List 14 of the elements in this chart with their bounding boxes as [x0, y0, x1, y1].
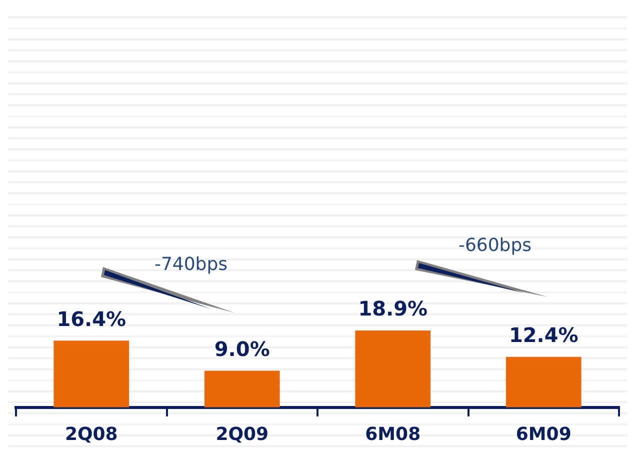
data-label: 9.0%	[214, 336, 270, 361]
x-tick-label: 6M09	[516, 424, 572, 445]
data-label: 18.9%	[358, 296, 428, 321]
data-label: 12.4%	[508, 323, 578, 348]
text: -740bps	[153, 254, 229, 275]
x-tick-label: 2Q09	[216, 424, 269, 445]
text: -660bps	[457, 235, 533, 256]
x-tick-label: 2Q08	[64, 424, 118, 445]
data-label: 16.4%	[56, 306, 126, 331]
bar	[506, 356, 582, 408]
bar	[204, 370, 280, 408]
bar	[355, 330, 431, 408]
x-tick-label: 6M08	[365, 424, 421, 445]
bar	[54, 340, 130, 408]
